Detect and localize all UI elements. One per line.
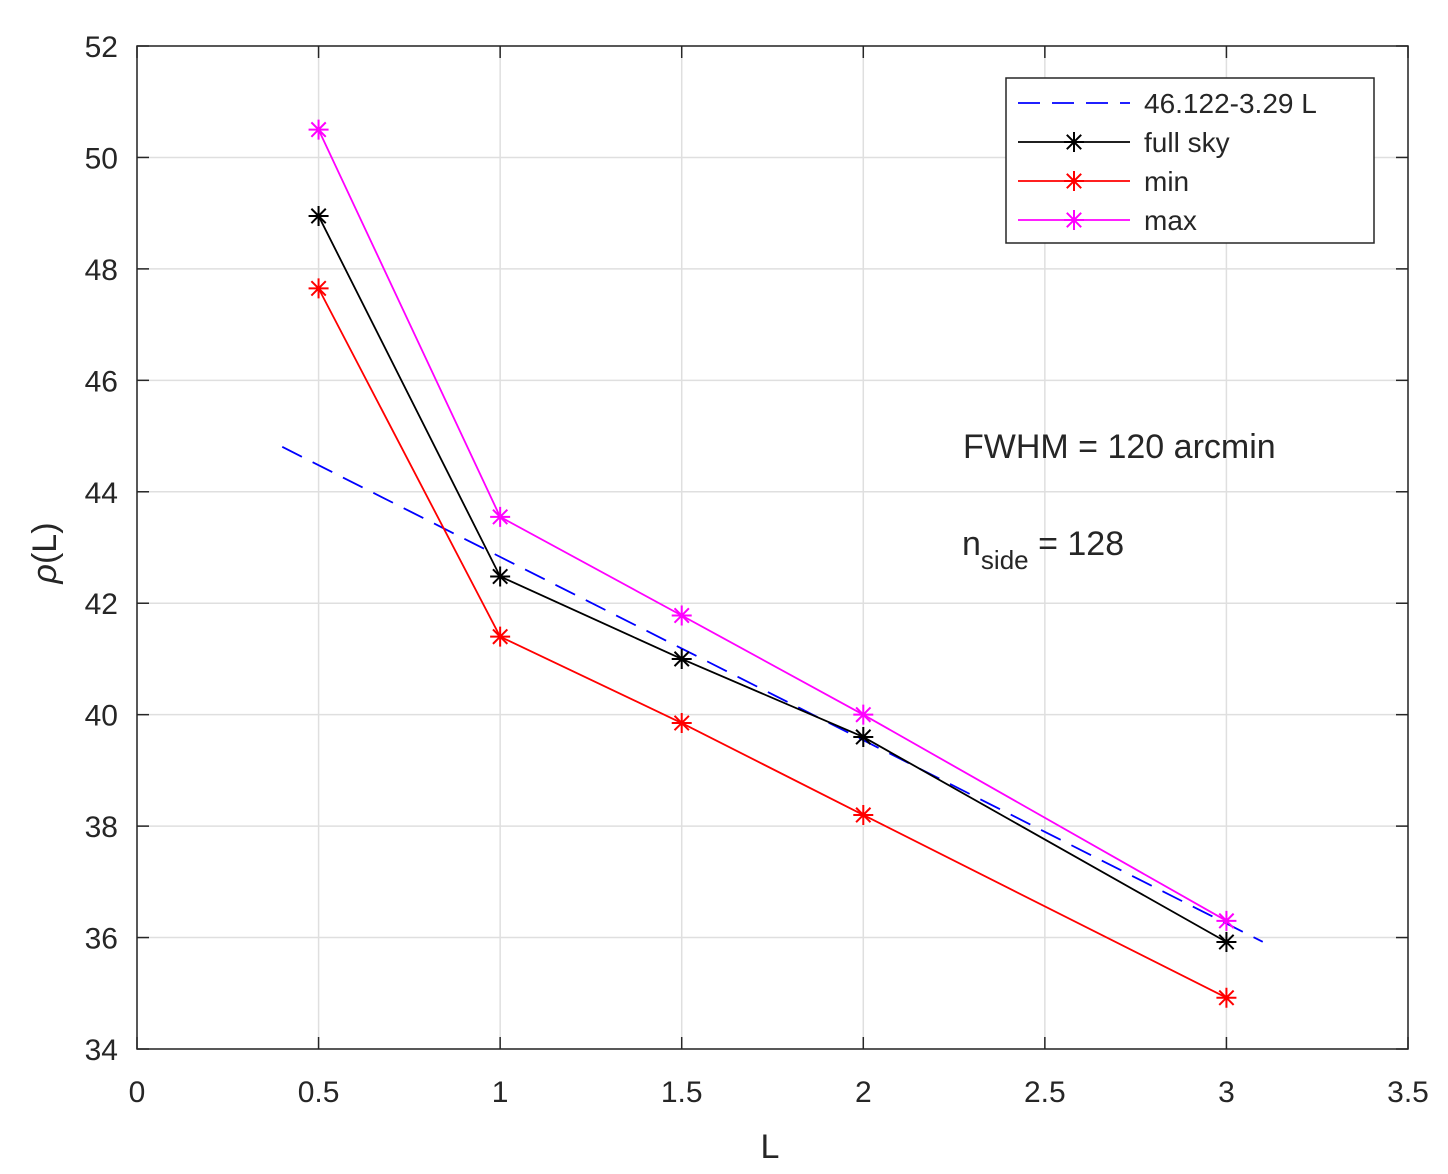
- y-axis-label-rest: (L): [26, 522, 64, 564]
- legend-entry-full-sky: full sky: [1018, 127, 1230, 158]
- legend-entry-min: min: [1018, 166, 1189, 197]
- y-tick-label: 38: [85, 811, 118, 844]
- legend-label-full-sky: full sky: [1144, 127, 1230, 158]
- y-tick-label: 36: [85, 923, 118, 956]
- y-tick-label: 42: [85, 588, 118, 621]
- x-tick-label: 3: [1218, 1076, 1235, 1109]
- y-tick-label: 52: [85, 31, 118, 64]
- data-point-full-sky: [853, 726, 874, 747]
- axes: [136, 45, 1409, 1050]
- legend-label-max: max: [1144, 205, 1197, 236]
- x-tick-label: 1.5: [661, 1076, 703, 1109]
- data-point-max: [308, 119, 329, 140]
- series-full-sky: [308, 205, 1237, 953]
- legend-marker-full-sky: [1064, 132, 1084, 152]
- data-point-min: [671, 713, 692, 734]
- x-tick-label: 1: [492, 1076, 509, 1109]
- legend: 46.122-3.29 L full sky min max: [1005, 77, 1375, 244]
- data-point-full-sky: [490, 566, 511, 587]
- y-tick-label: 40: [85, 700, 118, 733]
- x-axis-label: L: [761, 1128, 780, 1166]
- x-tick-label: 2.5: [1024, 1076, 1066, 1109]
- plot-area: [281, 119, 1264, 1008]
- x-tick-label: 0: [129, 1076, 146, 1109]
- legend-box: [1005, 77, 1375, 244]
- y-tick-label: 44: [85, 477, 118, 510]
- data-point-min: [490, 626, 511, 647]
- fwhm-annotation: FWHM = 120 arcmin: [963, 428, 1276, 466]
- legend-marker-max: [1064, 210, 1084, 230]
- data-point-max: [1216, 910, 1237, 931]
- y-axis-label: ρ(L): [26, 522, 64, 584]
- legend-label-min: min: [1144, 166, 1189, 197]
- axes-box: [136, 45, 1409, 1050]
- y-tick-label: 48: [85, 254, 118, 287]
- legend-marker-min: [1064, 171, 1084, 191]
- data-point-max: [671, 605, 692, 626]
- data-point-min: [853, 804, 874, 825]
- data-point-max: [853, 704, 874, 725]
- y-axis-label-symbol: ρ: [26, 564, 64, 584]
- legend-entry-fit: 46.122-3.29 L: [1018, 88, 1317, 119]
- nside-annotation: nside = 128: [962, 525, 1124, 575]
- nside-base: n: [962, 525, 981, 563]
- data-point-max: [490, 506, 511, 527]
- series-min: [308, 278, 1237, 1008]
- data-point-full-sky: [671, 648, 692, 669]
- legend-entry-max: max: [1018, 205, 1197, 236]
- y-tick-label: 46: [85, 365, 118, 398]
- data-point-min: [1216, 987, 1237, 1008]
- y-tick-label: 34: [85, 1034, 118, 1067]
- nside-value: = 128: [1029, 525, 1124, 563]
- fit-line: [281, 446, 1264, 943]
- x-tick-label: 3.5: [1387, 1076, 1429, 1109]
- nside-subscript: side: [981, 545, 1029, 575]
- series-max: [308, 119, 1237, 931]
- data-point-full-sky: [308, 205, 329, 226]
- tick-labels: 0 0.5 1 1.5 2 2.5 3 3.5 34 36 38 40 42 44 46 48 50 52: [85, 31, 1429, 1109]
- legend-label-fit: 46.122-3.29 L: [1144, 88, 1317, 119]
- data-point-min: [308, 278, 329, 299]
- data-point-full-sky: [1216, 932, 1237, 953]
- y-tick-label: 50: [85, 142, 118, 175]
- x-tick-label: 2: [855, 1076, 872, 1109]
- x-tick-label: 0.5: [298, 1076, 340, 1109]
